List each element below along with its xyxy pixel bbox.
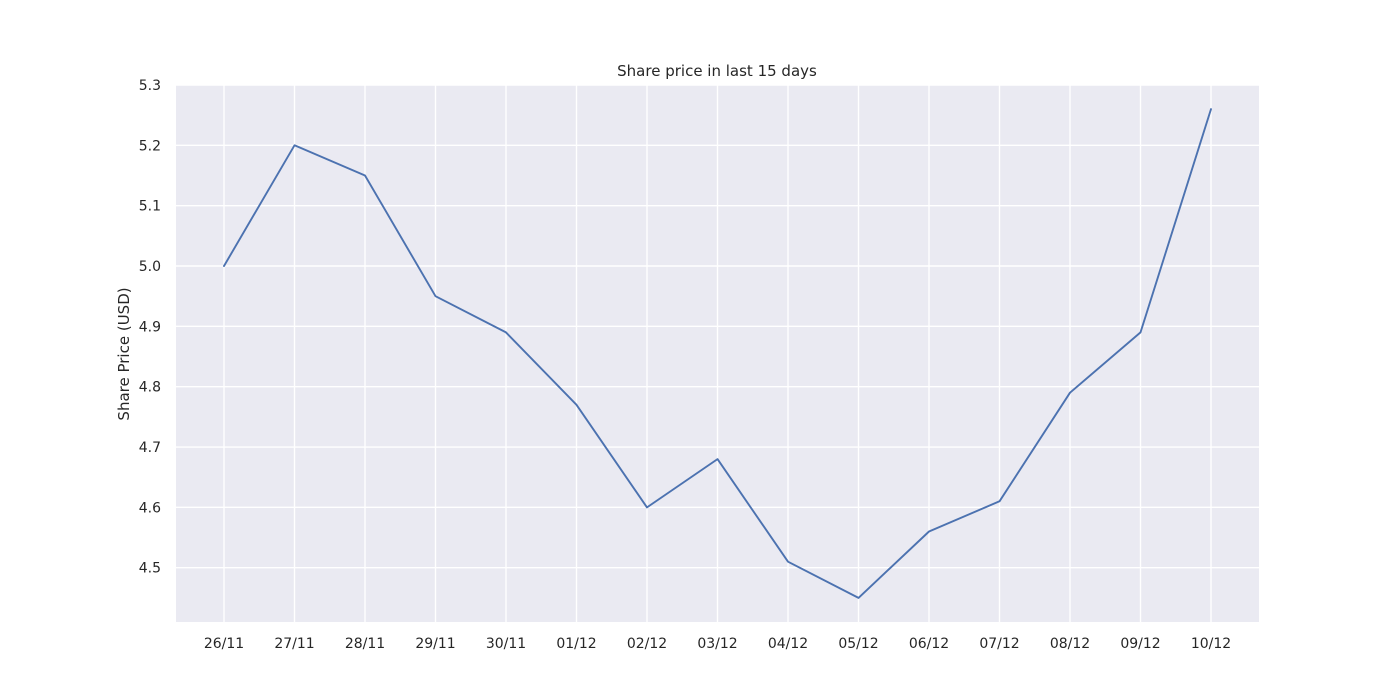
y-tick-label: 5.0 (139, 259, 161, 275)
x-tick-label: 29/11 (415, 636, 455, 652)
series-layer (223, 108, 1212, 599)
x-tick-label: 07/12 (979, 636, 1019, 652)
x-tick-label: 02/12 (627, 636, 667, 652)
x-tick-label: 28/11 (345, 636, 385, 652)
x-tick-label: 10/12 (1191, 636, 1231, 652)
y-tick-label: 4.8 (139, 380, 161, 396)
y-tick-label: 5.2 (139, 138, 161, 154)
x-tick-label: 04/12 (768, 636, 808, 652)
x-tick-label: 27/11 (274, 636, 314, 652)
y-tick-label: 5.1 (139, 199, 161, 215)
x-tick-label: 03/12 (697, 636, 737, 652)
y-tick-label: 4.6 (139, 500, 161, 516)
y-axis-label: Share Price (USD) (115, 287, 133, 420)
x-tick-label: 26/11 (204, 636, 244, 652)
x-tick-label: 05/12 (838, 636, 878, 652)
x-tick-label: 09/12 (1120, 636, 1160, 652)
x-axis-ticks: 26/11 27/11 28/11 29/11 30/11 01/12 02/12 03/12… (204, 636, 1231, 652)
chart-title: Share price in last 15 days (617, 62, 817, 80)
x-tick-label: 01/12 (556, 636, 596, 652)
y-tick-label: 4.5 (139, 561, 161, 577)
series-line (223, 108, 1212, 599)
y-axis-ticks: 4.5 4.6 4.7 4.8 4.9 5.0 5.1 5.2 5.3 (139, 78, 161, 577)
y-tick-label: 5.3 (139, 78, 161, 94)
x-tick-label: 06/12 (909, 636, 949, 652)
x-tick-label: 08/12 (1050, 636, 1090, 652)
y-tick-label: 4.9 (139, 319, 161, 335)
x-tick-label: 30/11 (486, 636, 526, 652)
y-tick-label: 4.7 (139, 440, 161, 456)
